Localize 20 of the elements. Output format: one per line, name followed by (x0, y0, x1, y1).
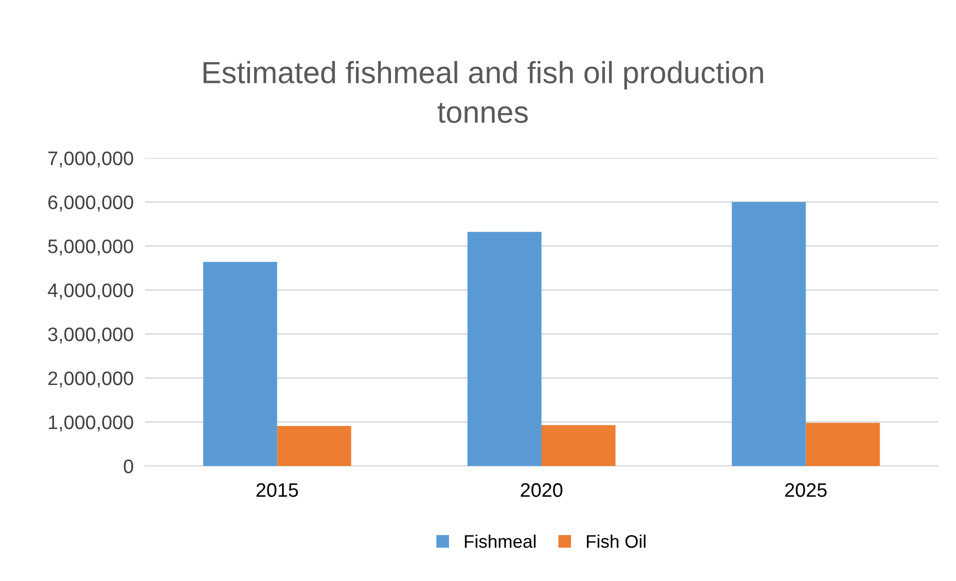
y-tick-label: 3,000,000 (48, 327, 134, 344)
legend-label: Fish Oil (586, 534, 646, 548)
y-tick-label: 6,000,000 (48, 195, 134, 212)
x-tick-label: 2015 (256, 483, 298, 497)
bar (203, 262, 278, 466)
y-tick-label: 5,000,000 (48, 239, 134, 256)
bar (542, 425, 616, 466)
y-tick-label: 0 (124, 459, 134, 474)
bar (467, 232, 542, 466)
bar (732, 202, 806, 466)
bar (806, 422, 880, 466)
chart-title: Estimated fishmeal and fish oil production tonnes (204, 60, 763, 123)
y-tick-label: 4,000,000 (48, 283, 134, 300)
bar (277, 426, 352, 466)
x-tick-label: 2020 (520, 483, 562, 497)
legend-label: Fishmeal (464, 534, 536, 548)
y-tick-label: 7,000,000 (48, 151, 134, 168)
y-tick-label: 2,000,000 (48, 371, 134, 388)
x-tick-label: 2025 (785, 483, 827, 497)
y-tick-label: 1,000,000 (48, 415, 134, 432)
